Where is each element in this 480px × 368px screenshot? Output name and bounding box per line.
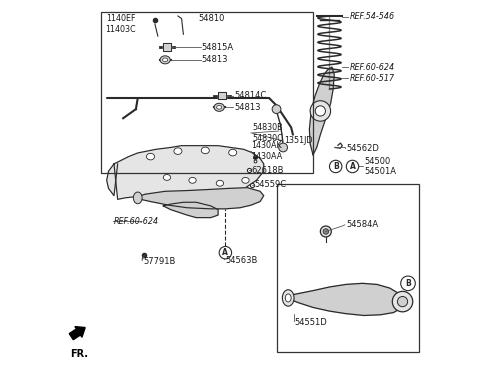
Circle shape xyxy=(346,160,359,173)
Text: 1140EF
11403C: 1140EF 11403C xyxy=(105,14,136,33)
Text: A: A xyxy=(349,162,355,171)
Polygon shape xyxy=(114,146,264,206)
Ellipse shape xyxy=(320,226,331,237)
Polygon shape xyxy=(163,202,218,217)
Circle shape xyxy=(315,106,325,116)
Text: 54563B: 54563B xyxy=(226,256,258,265)
Ellipse shape xyxy=(228,149,237,156)
Text: 57791B: 57791B xyxy=(143,257,176,266)
Ellipse shape xyxy=(201,147,209,154)
Circle shape xyxy=(329,160,342,173)
Ellipse shape xyxy=(242,177,249,183)
Circle shape xyxy=(392,291,413,312)
Circle shape xyxy=(219,247,231,259)
Ellipse shape xyxy=(189,177,196,183)
Polygon shape xyxy=(288,283,404,315)
Bar xyxy=(101,13,313,173)
Text: 54830B
54830C: 54830B 54830C xyxy=(253,123,284,142)
Text: 54814C: 54814C xyxy=(235,91,267,100)
Circle shape xyxy=(272,105,281,113)
Polygon shape xyxy=(107,164,118,196)
Text: 54559C: 54559C xyxy=(254,180,287,189)
Text: REF.60-517: REF.60-517 xyxy=(349,74,395,82)
Text: 54562D: 54562D xyxy=(346,144,379,153)
Ellipse shape xyxy=(216,106,222,109)
Text: 1351JD: 1351JD xyxy=(284,137,312,145)
Text: A: A xyxy=(222,248,228,257)
Bar xyxy=(276,184,419,352)
Ellipse shape xyxy=(160,56,170,64)
Polygon shape xyxy=(134,188,264,209)
FancyArrow shape xyxy=(69,327,85,340)
Text: 54813: 54813 xyxy=(202,55,228,64)
Ellipse shape xyxy=(133,192,142,204)
Text: 62618B: 62618B xyxy=(251,166,284,175)
Polygon shape xyxy=(310,67,334,155)
Polygon shape xyxy=(163,43,170,51)
Text: FR.: FR. xyxy=(71,350,88,360)
Ellipse shape xyxy=(282,290,294,306)
Text: 54810: 54810 xyxy=(198,14,224,23)
Circle shape xyxy=(397,297,408,307)
Text: 54584A: 54584A xyxy=(346,220,378,229)
Text: 54500
54501A: 54500 54501A xyxy=(364,157,396,176)
Ellipse shape xyxy=(146,153,155,160)
Text: B: B xyxy=(405,279,411,288)
Circle shape xyxy=(310,101,331,121)
Text: 54813: 54813 xyxy=(235,103,261,112)
Ellipse shape xyxy=(163,58,168,62)
Text: REF.60-624: REF.60-624 xyxy=(349,63,395,72)
Ellipse shape xyxy=(216,180,224,186)
Ellipse shape xyxy=(163,174,170,180)
Circle shape xyxy=(279,143,288,152)
Text: 54551D: 54551D xyxy=(295,318,327,327)
Text: 1430AK
1430AA: 1430AK 1430AA xyxy=(251,141,282,161)
Polygon shape xyxy=(218,92,226,99)
Circle shape xyxy=(401,276,415,291)
Text: 54815A: 54815A xyxy=(202,43,234,52)
Ellipse shape xyxy=(285,294,291,302)
Text: REF.54-546: REF.54-546 xyxy=(349,12,395,21)
Ellipse shape xyxy=(174,148,182,155)
Ellipse shape xyxy=(323,229,329,234)
Text: B: B xyxy=(333,162,338,171)
Text: REF.60-624: REF.60-624 xyxy=(114,217,159,226)
Ellipse shape xyxy=(214,103,224,112)
